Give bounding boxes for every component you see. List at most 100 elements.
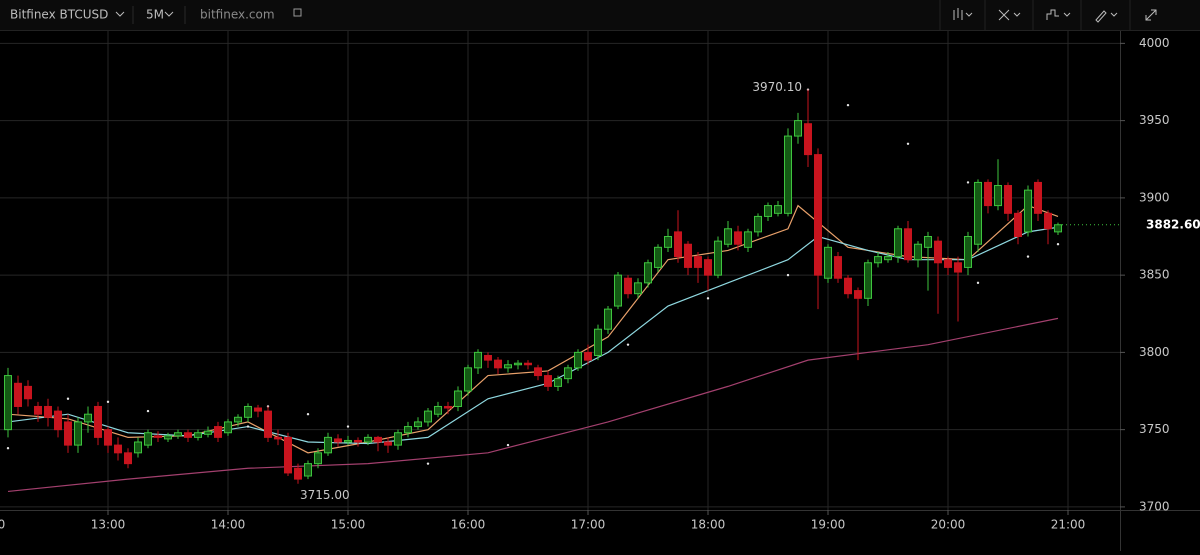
last-price-label: 3882.60 bbox=[1146, 217, 1200, 231]
compare-icon[interactable] bbox=[998, 9, 1010, 21]
candle-body bbox=[984, 181, 992, 207]
candle-body bbox=[234, 416, 242, 423]
x-tick-label: 12:00 bbox=[0, 518, 5, 532]
external-icon[interactable] bbox=[293, 8, 302, 17]
candle-body bbox=[744, 231, 752, 248]
candle-body bbox=[154, 435, 162, 438]
candle-body bbox=[924, 236, 932, 248]
x-tick-label: 21:00 bbox=[1051, 518, 1086, 532]
y-tick-label: 4000 bbox=[1139, 36, 1170, 50]
sar-dot bbox=[786, 273, 790, 277]
candle-body bbox=[534, 367, 542, 377]
candle-body bbox=[844, 277, 852, 295]
candle-body bbox=[254, 407, 262, 412]
x-tick-label: 19:00 bbox=[811, 518, 846, 532]
candle-body bbox=[604, 308, 612, 330]
candle-body bbox=[854, 290, 862, 299]
sar-dot bbox=[966, 181, 970, 184]
sar-dot bbox=[506, 443, 510, 447]
candle-body bbox=[474, 351, 482, 369]
candle-body bbox=[754, 215, 762, 233]
candle-body bbox=[144, 432, 152, 446]
candle-body bbox=[264, 410, 272, 438]
sar-dot bbox=[906, 142, 910, 145]
candle-body bbox=[824, 246, 832, 279]
chart-type-icon[interactable] bbox=[953, 8, 963, 20]
candle-body bbox=[684, 243, 692, 268]
symbol[interactable]: Bitfinex BTCUSD bbox=[10, 8, 108, 22]
candle-body bbox=[314, 452, 322, 465]
candle-body bbox=[764, 205, 772, 217]
interval-caret bbox=[164, 11, 174, 17]
candle-body bbox=[74, 421, 82, 446]
candle-body bbox=[174, 432, 182, 437]
toolbar bbox=[0, 0, 1200, 30]
sar-dot bbox=[846, 103, 850, 107]
x-tick-label: 20:00 bbox=[931, 518, 966, 532]
candle-body bbox=[34, 405, 42, 415]
candle-body bbox=[1004, 185, 1012, 214]
candle-body bbox=[324, 436, 332, 454]
sar-dot bbox=[306, 413, 310, 416]
candle-body bbox=[944, 259, 952, 268]
candle-body bbox=[4, 375, 12, 431]
candle-body bbox=[304, 463, 312, 477]
x-tick-label: 13:00 bbox=[91, 518, 126, 532]
candle-body bbox=[494, 359, 502, 369]
price-annotation: 3970.10 bbox=[752, 80, 802, 94]
sar-dot bbox=[346, 425, 350, 428]
candle-body bbox=[614, 274, 622, 307]
draw-icon[interactable] bbox=[1095, 10, 1107, 23]
candle-body bbox=[804, 123, 812, 156]
candle-body bbox=[664, 236, 672, 248]
interval[interactable]: 5M bbox=[146, 8, 164, 22]
candle-body bbox=[214, 426, 222, 438]
y-tick-label: 3700 bbox=[1139, 499, 1170, 513]
site-link[interactable]: bitfinex.com bbox=[200, 8, 275, 22]
candle-body bbox=[624, 277, 632, 295]
candle-body bbox=[354, 439, 362, 443]
candle-body bbox=[884, 256, 892, 261]
fullscreen-icon[interactable] bbox=[1145, 9, 1157, 21]
candle-body bbox=[864, 262, 872, 299]
x-tick-label: 14:00 bbox=[211, 518, 246, 532]
candle-body bbox=[654, 246, 662, 268]
candle-body bbox=[284, 436, 292, 474]
candle-body bbox=[674, 231, 682, 258]
x-tick-label: 16:00 bbox=[451, 518, 486, 532]
candle-body bbox=[794, 120, 802, 137]
price-annotation: 3715.00 bbox=[300, 488, 350, 502]
candle-body bbox=[504, 364, 512, 369]
candle-body bbox=[774, 205, 782, 214]
candle-body bbox=[704, 259, 712, 276]
candle-body bbox=[114, 444, 122, 454]
candle-body bbox=[514, 362, 522, 366]
candle-body bbox=[244, 405, 252, 418]
candle-body bbox=[554, 378, 562, 387]
candle-body bbox=[124, 452, 132, 465]
last-price-box bbox=[1122, 215, 1200, 234]
candle-body bbox=[454, 390, 462, 407]
candle-body bbox=[994, 185, 1002, 207]
indicator-icon[interactable] bbox=[1046, 9, 1059, 20]
sar-dot bbox=[626, 343, 630, 346]
candle-body bbox=[1054, 224, 1062, 233]
candle-body bbox=[484, 354, 492, 361]
candle-body bbox=[644, 262, 652, 284]
candle-body bbox=[334, 438, 342, 443]
y-tick-label: 3750 bbox=[1139, 422, 1170, 436]
candle-body bbox=[404, 426, 412, 434]
plot-area bbox=[0, 31, 1120, 510]
candle-body bbox=[294, 467, 302, 480]
candle-body bbox=[24, 385, 32, 400]
candle-body bbox=[64, 421, 72, 446]
candle-body bbox=[564, 367, 572, 380]
candle-body bbox=[584, 351, 592, 361]
candle-body bbox=[344, 439, 352, 443]
sar-dot bbox=[246, 425, 250, 428]
candle-body bbox=[734, 231, 742, 245]
candle-body bbox=[194, 432, 202, 438]
symbol-caret bbox=[115, 11, 125, 17]
